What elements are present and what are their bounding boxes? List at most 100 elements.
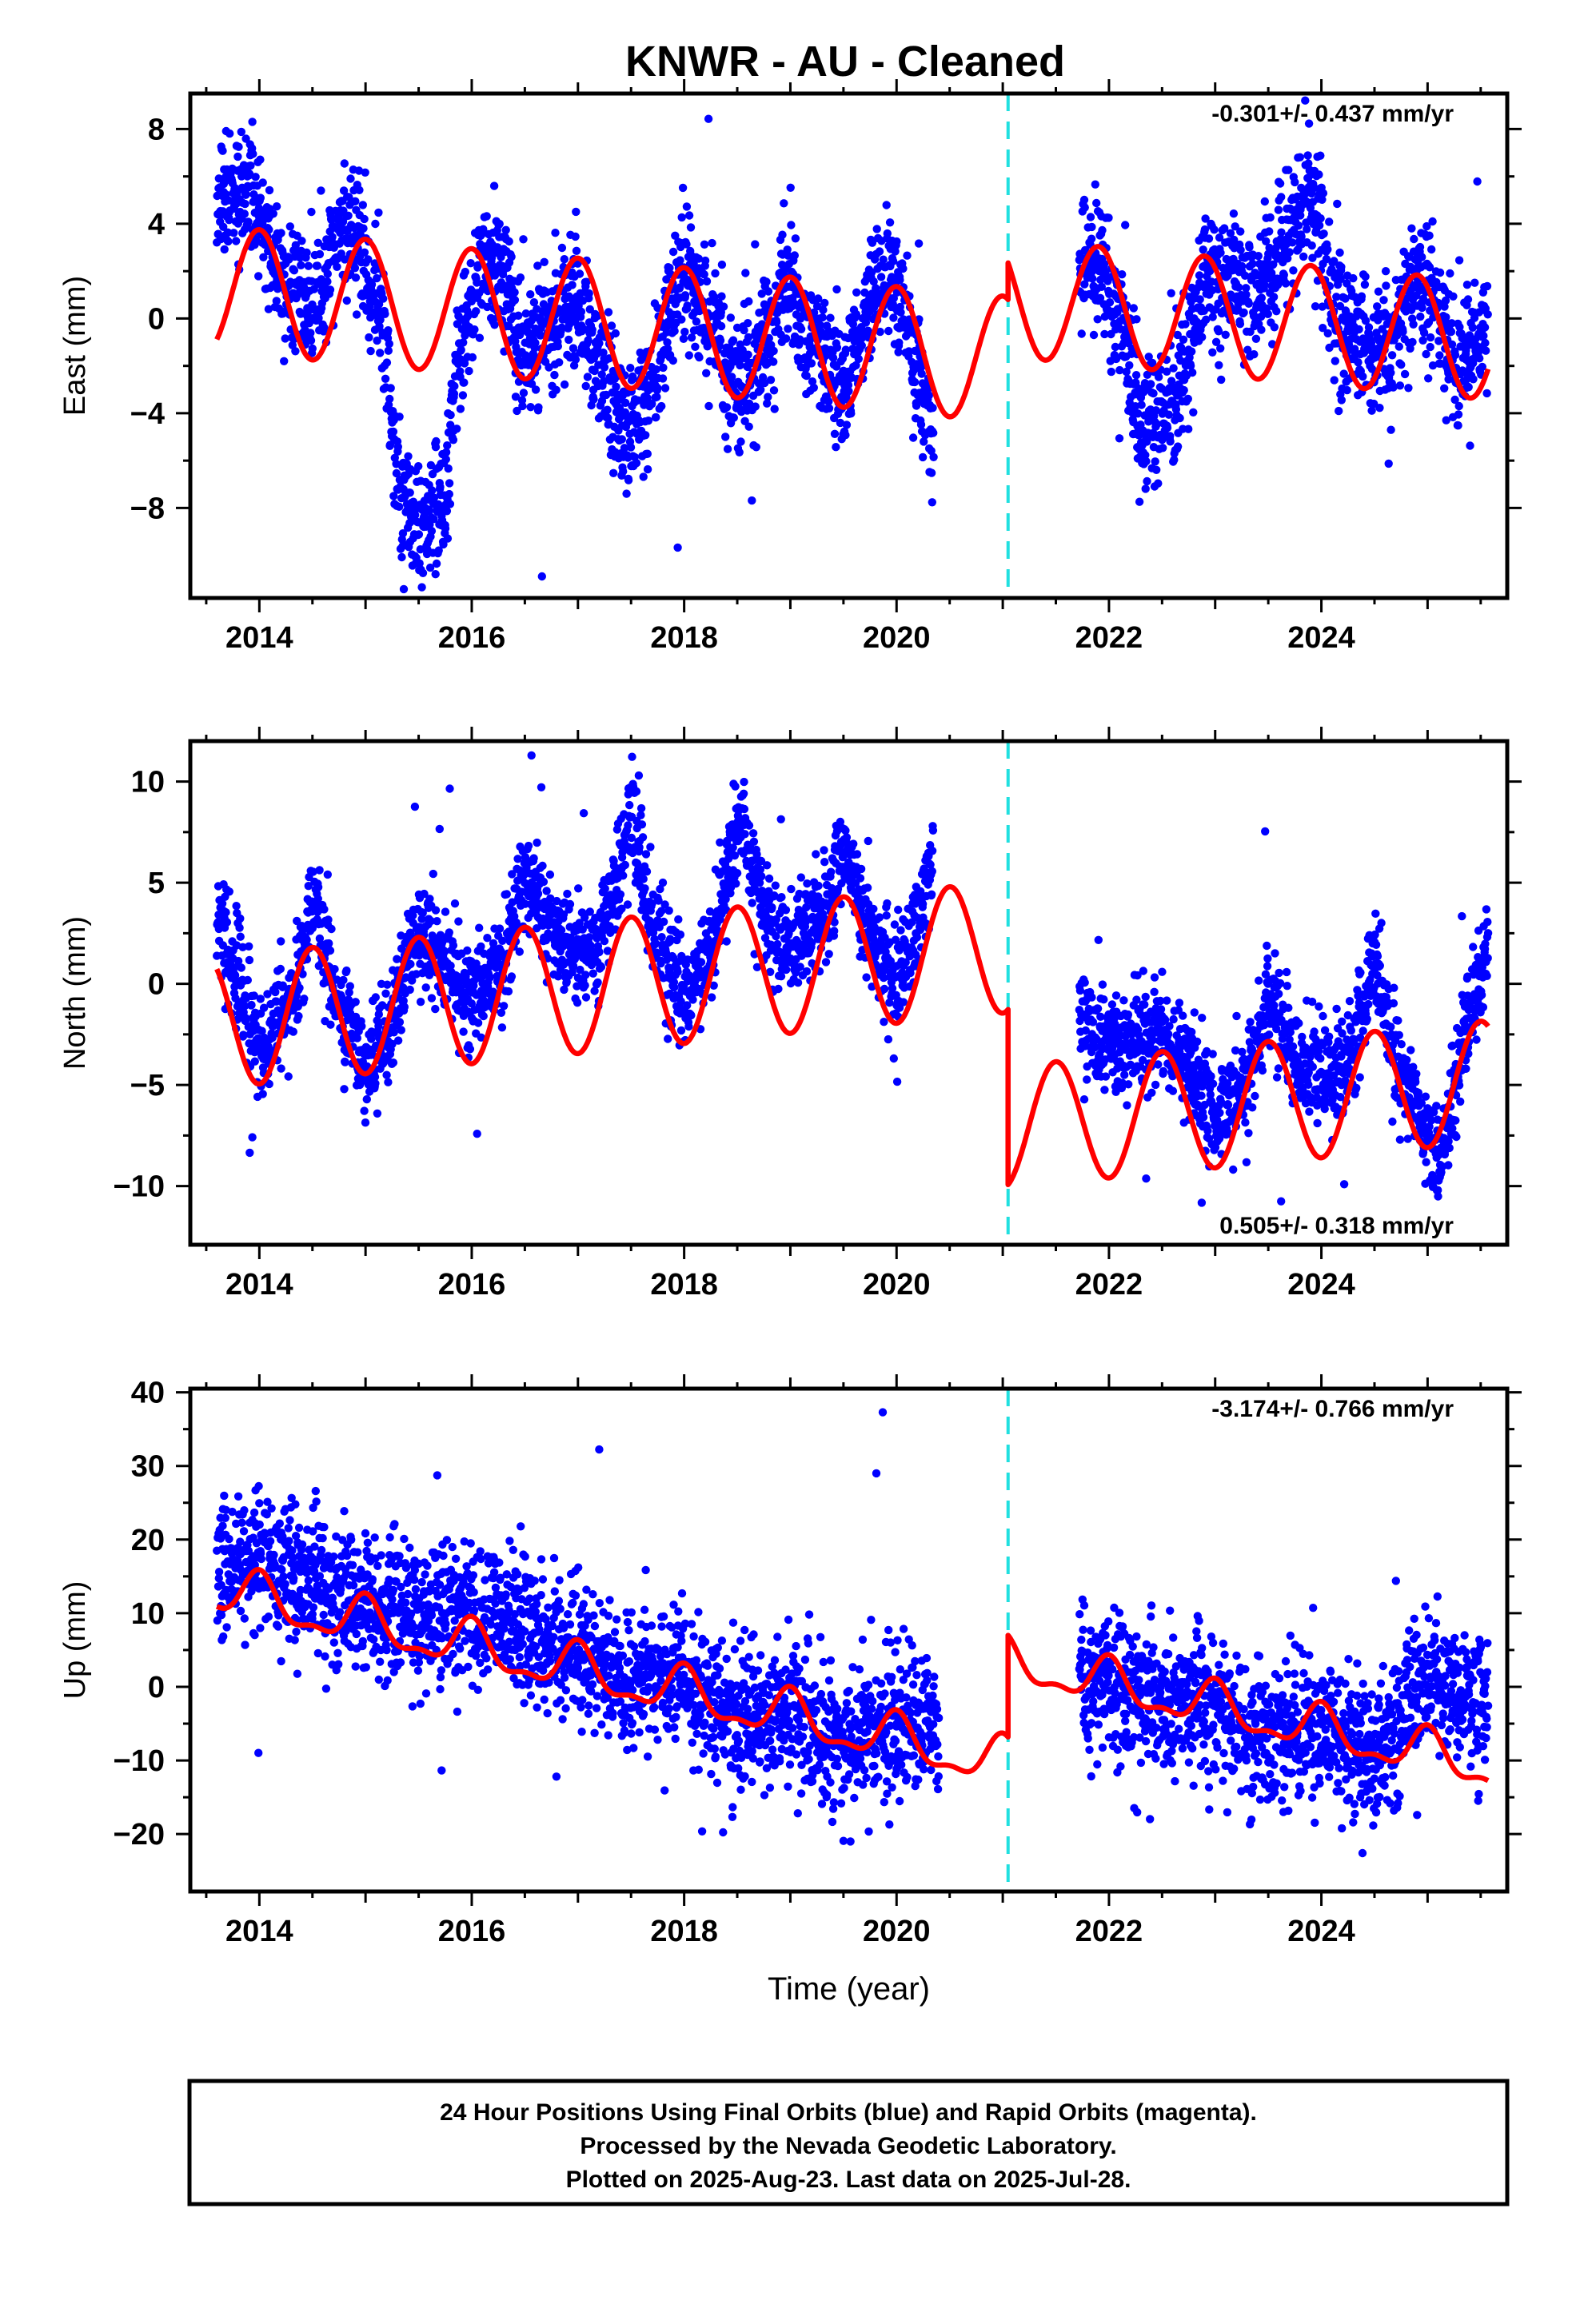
east-point bbox=[895, 338, 903, 346]
east-point bbox=[1479, 332, 1487, 340]
east-point bbox=[341, 159, 349, 167]
east-point bbox=[490, 321, 498, 329]
east-point bbox=[730, 413, 738, 421]
north-point bbox=[285, 1072, 293, 1080]
east-point bbox=[457, 405, 465, 413]
east-point bbox=[752, 443, 760, 451]
north-point bbox=[441, 907, 449, 915]
east-point bbox=[1235, 283, 1243, 291]
east-point bbox=[1181, 320, 1189, 328]
east-point bbox=[360, 215, 368, 223]
east-point bbox=[1137, 401, 1145, 409]
east-point bbox=[681, 291, 689, 299]
north-point bbox=[406, 960, 414, 968]
east-point bbox=[644, 465, 652, 473]
east-point bbox=[1199, 245, 1207, 253]
east-point bbox=[234, 143, 242, 151]
east-point bbox=[1252, 335, 1260, 343]
east-point bbox=[305, 262, 313, 270]
east-point bbox=[1482, 347, 1490, 355]
east-point bbox=[1198, 333, 1206, 341]
east-point bbox=[476, 334, 484, 342]
north-point bbox=[597, 963, 605, 971]
north-point bbox=[244, 976, 252, 984]
east-point bbox=[825, 405, 833, 413]
east-point bbox=[1316, 152, 1324, 160]
north-point bbox=[566, 900, 574, 908]
east-point bbox=[652, 365, 660, 373]
east-point bbox=[436, 483, 444, 491]
north-point bbox=[528, 751, 536, 759]
east-point bbox=[1216, 249, 1224, 257]
north-point bbox=[639, 833, 647, 841]
north-point bbox=[433, 917, 441, 925]
east-point bbox=[1155, 373, 1163, 381]
north-point bbox=[382, 1071, 390, 1079]
east-point bbox=[928, 498, 936, 506]
east-point bbox=[1361, 273, 1369, 281]
north-point bbox=[673, 968, 681, 976]
east-point bbox=[428, 527, 436, 535]
east-point bbox=[1365, 323, 1373, 331]
north-point bbox=[361, 1118, 369, 1126]
east-point bbox=[531, 339, 539, 347]
east-point bbox=[820, 299, 828, 307]
east-point bbox=[797, 325, 805, 333]
east-point bbox=[764, 393, 772, 401]
east-point bbox=[819, 306, 827, 314]
east-point bbox=[661, 384, 669, 392]
east-point bbox=[376, 349, 384, 357]
east-point bbox=[573, 247, 581, 255]
east-point bbox=[680, 328, 688, 336]
east-point bbox=[449, 436, 457, 444]
east-point bbox=[700, 241, 708, 249]
east-point bbox=[505, 237, 513, 245]
east-point bbox=[352, 273, 360, 281]
north-point bbox=[573, 999, 581, 1007]
east-point bbox=[297, 261, 305, 269]
north-point bbox=[384, 1078, 392, 1086]
east-point bbox=[1236, 320, 1244, 328]
east-point bbox=[1382, 281, 1390, 289]
east-point bbox=[520, 389, 528, 397]
east-point bbox=[1395, 342, 1403, 350]
north-point bbox=[363, 1095, 371, 1103]
east-point bbox=[1239, 309, 1247, 317]
east-point bbox=[589, 325, 596, 333]
east-point bbox=[1121, 221, 1129, 229]
east-point bbox=[383, 358, 391, 366]
east-point bbox=[1482, 389, 1490, 397]
east-point bbox=[1291, 178, 1299, 186]
north-point bbox=[616, 891, 624, 899]
east-point bbox=[459, 391, 467, 399]
east-point bbox=[1355, 325, 1363, 333]
east-point bbox=[770, 386, 778, 394]
east-point bbox=[225, 130, 233, 138]
east-point bbox=[1373, 302, 1381, 310]
east-point bbox=[1484, 310, 1492, 318]
north-point bbox=[454, 917, 462, 925]
east-point bbox=[929, 429, 937, 436]
east-point bbox=[351, 264, 359, 272]
east-point bbox=[652, 413, 660, 421]
east-point bbox=[483, 212, 491, 220]
east-point bbox=[359, 225, 367, 233]
north-point bbox=[324, 871, 332, 879]
east-point bbox=[1361, 281, 1369, 289]
north-point bbox=[326, 1021, 334, 1029]
east-point bbox=[1236, 246, 1244, 254]
north-point bbox=[432, 906, 440, 914]
east-point bbox=[432, 437, 440, 445]
north-point bbox=[381, 990, 389, 998]
north-point bbox=[477, 943, 485, 951]
east-point bbox=[877, 273, 885, 281]
north-point bbox=[326, 947, 334, 955]
east-point bbox=[883, 201, 891, 209]
east-point bbox=[443, 507, 451, 515]
east-point bbox=[1087, 235, 1095, 243]
east-point bbox=[395, 413, 403, 421]
east-point bbox=[519, 235, 527, 243]
east-point bbox=[1446, 269, 1454, 277]
east-point bbox=[1255, 252, 1263, 260]
